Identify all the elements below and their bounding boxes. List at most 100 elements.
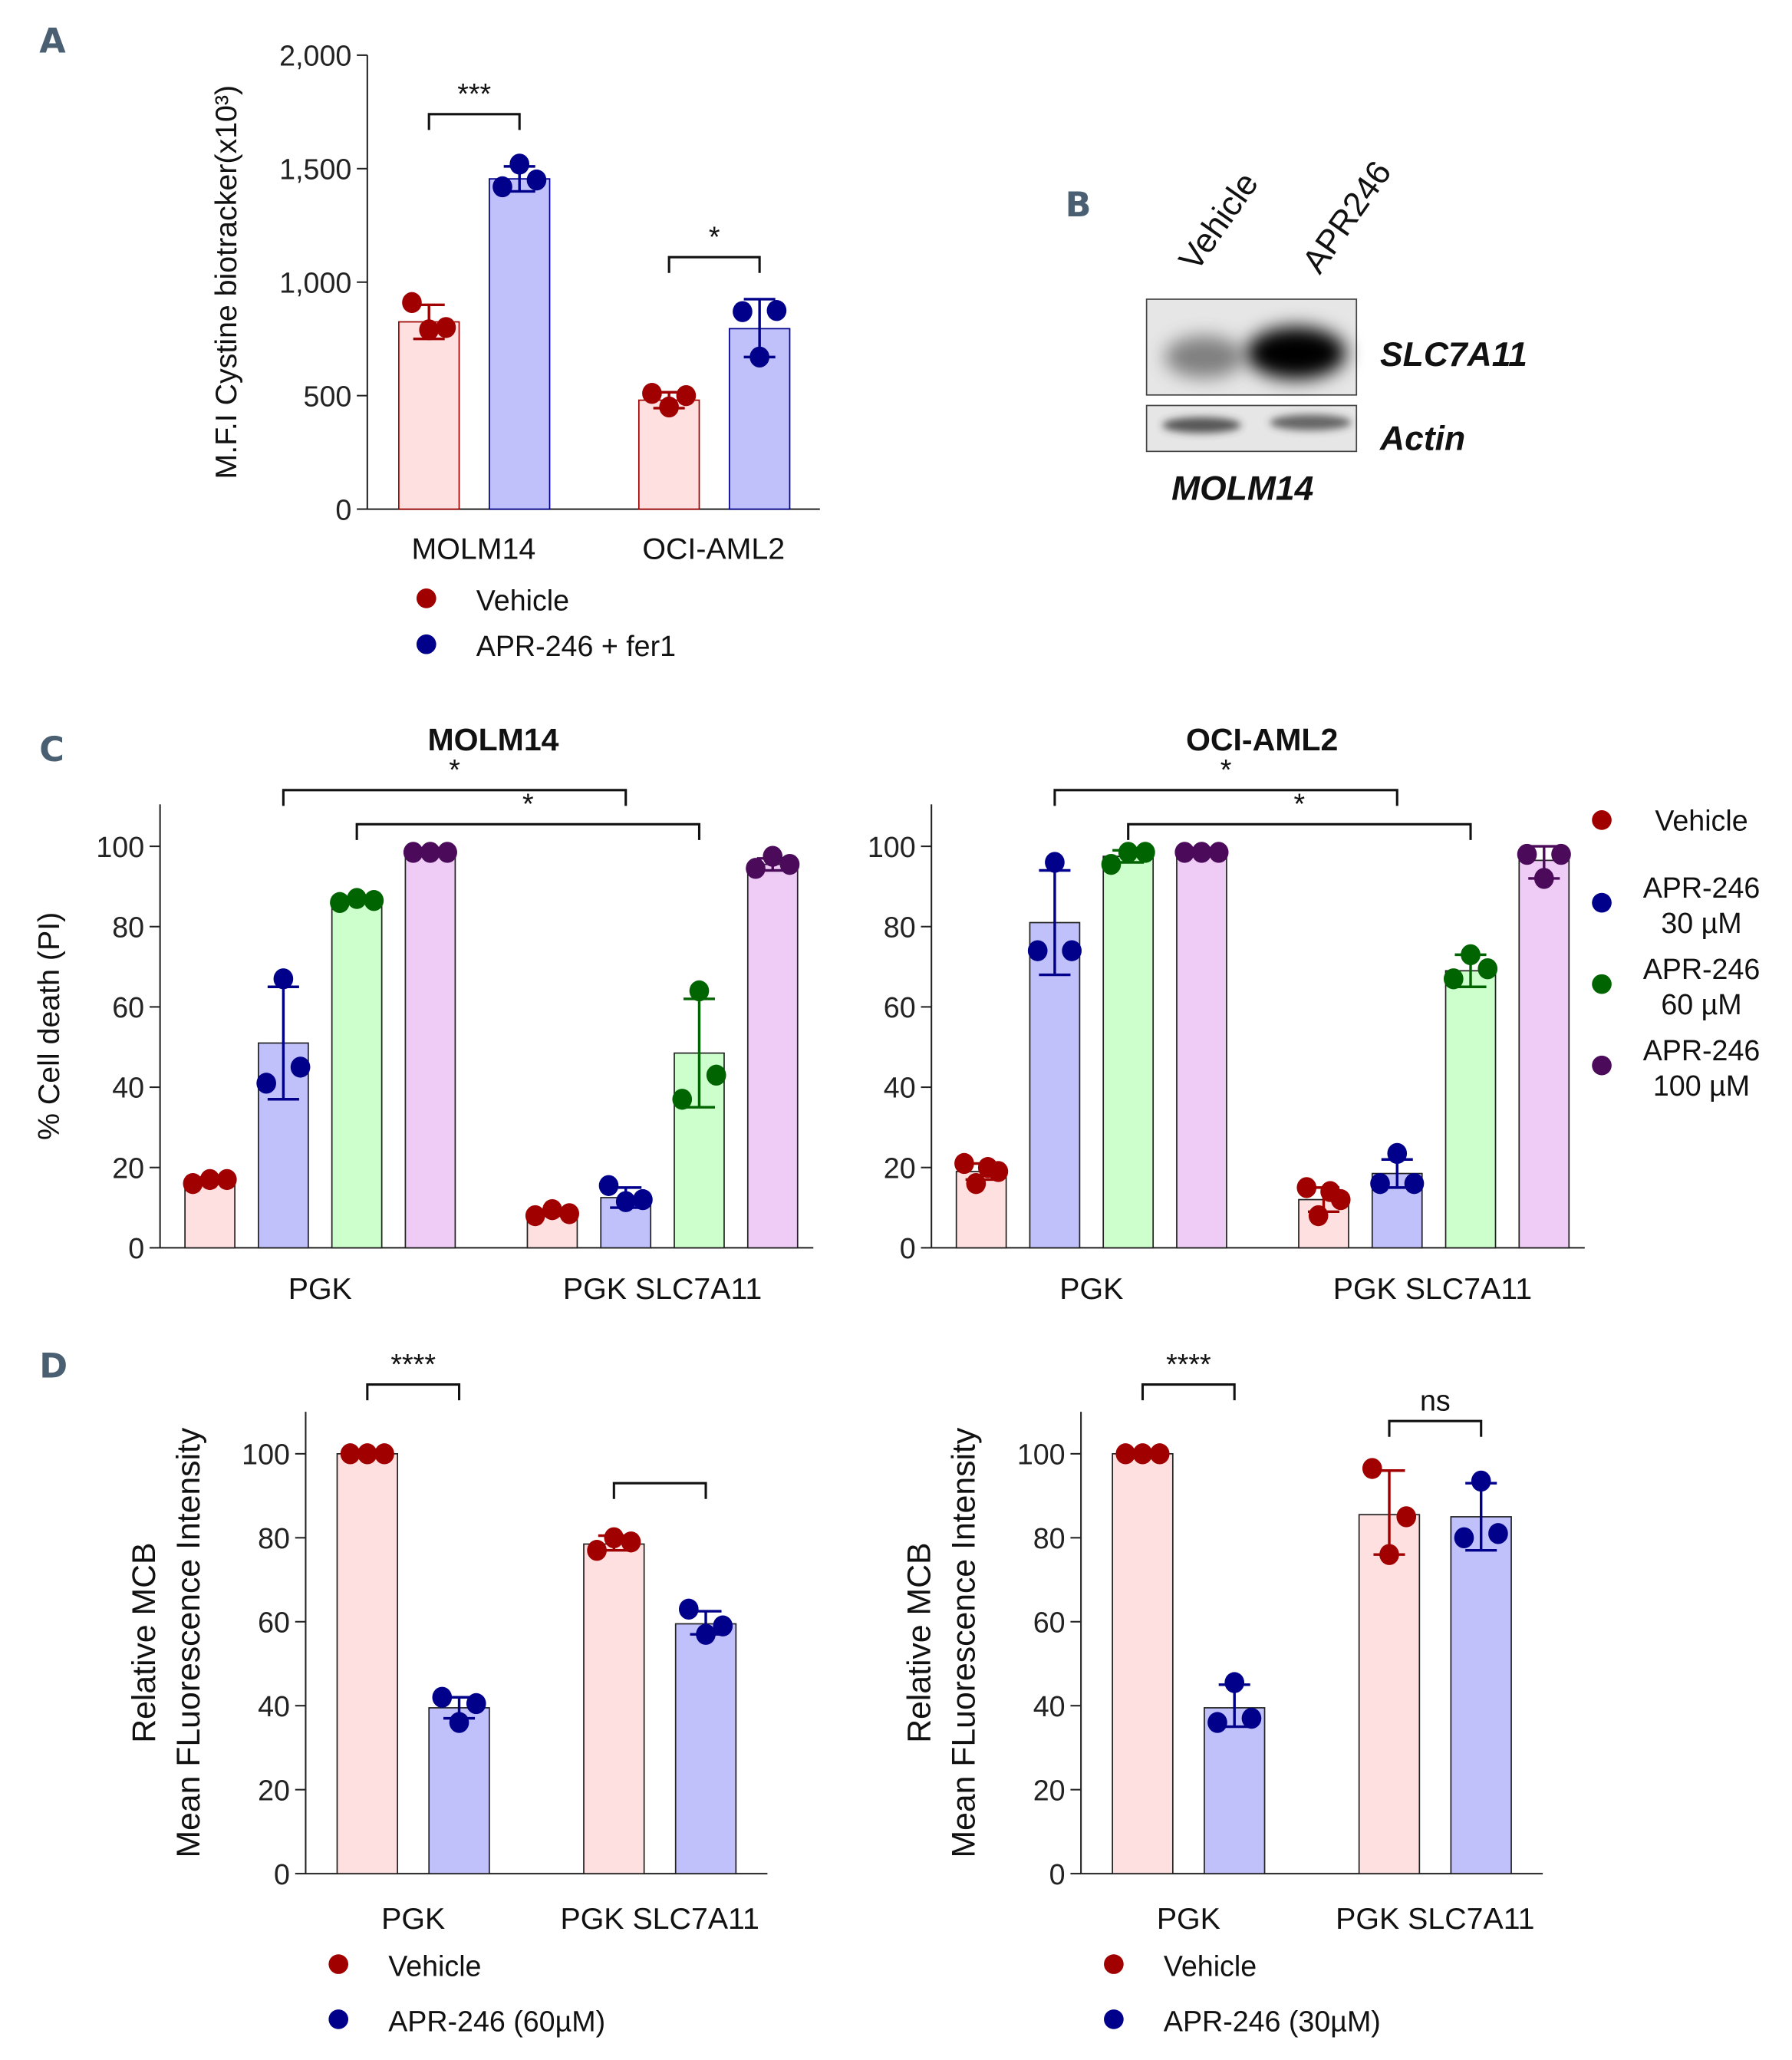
legend-marker xyxy=(416,634,436,654)
y-tick-label: 20 xyxy=(112,1152,144,1184)
western-blot: Vehicle APR246 SLC7A11 Actin MOLM14 xyxy=(1145,154,1527,508)
data-point xyxy=(1517,843,1537,865)
data-point xyxy=(403,842,423,863)
data-point xyxy=(676,384,697,407)
data-point xyxy=(1191,842,1212,863)
y-tick-label: 20 xyxy=(258,1774,290,1806)
legend-label: APR-246 + fer1 xyxy=(476,630,676,662)
data-point xyxy=(374,1443,394,1465)
y-tick-label: 40 xyxy=(258,1690,290,1722)
data-point xyxy=(1132,1443,1153,1465)
y-tick-label: 100 xyxy=(96,831,144,863)
data-point xyxy=(1370,1172,1390,1195)
data-point xyxy=(1471,1470,1491,1492)
data-point xyxy=(256,1073,276,1094)
data-point xyxy=(1396,1506,1417,1528)
data-point xyxy=(1488,1523,1508,1544)
data-point xyxy=(598,1175,619,1196)
chart-a: 0 500 1,000 1,500 2,000 MOLM14 OCI-AML2 M.F.I C… xyxy=(209,40,820,662)
data-point xyxy=(966,1172,987,1195)
data-point xyxy=(766,300,787,321)
data-point xyxy=(749,346,769,368)
y-tick-label: 80 xyxy=(258,1522,290,1554)
significance-label: *** xyxy=(457,77,491,110)
data-point xyxy=(633,1188,653,1211)
data-point xyxy=(1115,1443,1136,1465)
significance-label: * xyxy=(1220,753,1232,786)
legend-label-line: Vehicle xyxy=(1655,805,1748,837)
data-point xyxy=(420,842,440,863)
bar-apr100-1 xyxy=(746,863,799,1249)
y-tick-label: 100 xyxy=(1017,1439,1066,1471)
data-point xyxy=(1296,1177,1317,1198)
y-tick-label: 0 xyxy=(128,1232,144,1264)
data-point xyxy=(659,396,679,418)
legend-label: Vehicle xyxy=(1164,1950,1257,1982)
y-axis-label-line1: Relative MCB xyxy=(901,1542,937,1742)
legend-marker xyxy=(1592,974,1612,994)
data-point xyxy=(217,1168,237,1191)
y-axis-label-line2: Mean FLuorescence Intensity xyxy=(170,1427,207,1857)
data-point xyxy=(642,383,662,404)
data-point xyxy=(1330,1188,1351,1211)
y-tick-label: 80 xyxy=(1033,1522,1066,1554)
data-point xyxy=(437,842,457,863)
data-point xyxy=(1208,842,1229,863)
panel-label-d: D xyxy=(39,1347,68,1386)
data-point xyxy=(436,317,456,338)
data-point xyxy=(432,1686,453,1708)
bar-vehicle-0 xyxy=(336,1453,399,1874)
data-point xyxy=(347,888,367,909)
legend-label: Vehicle xyxy=(1655,805,1748,837)
band-actin-vehicle xyxy=(1162,417,1241,433)
data-point xyxy=(1454,1527,1474,1548)
legend-label: APR-246 (30µM) xyxy=(1164,2005,1381,2037)
y-tick-label: 0 xyxy=(335,493,351,526)
legend-label: APR-246 100 µM xyxy=(1643,1034,1761,1102)
y-tick-label: 100 xyxy=(242,1439,290,1471)
data-point xyxy=(183,1172,203,1195)
data-point xyxy=(604,1527,624,1548)
significance-label: * xyxy=(709,221,720,253)
legend-label-line: APR-246 xyxy=(1643,872,1761,904)
significance-bracket xyxy=(667,255,761,273)
data-point xyxy=(273,968,294,990)
data-point xyxy=(1149,1443,1170,1465)
y-tick-label: 80 xyxy=(884,911,916,943)
data-point xyxy=(689,980,710,1002)
bar-vehicle-1 xyxy=(583,1543,645,1874)
y-tick-label: 60 xyxy=(258,1606,290,1638)
significance-bracket xyxy=(1388,1419,1483,1437)
y-tick-label: 60 xyxy=(1033,1606,1066,1638)
significance-label: ns xyxy=(1420,1384,1451,1416)
data-point xyxy=(1027,940,1048,961)
y-tick-label: 0 xyxy=(900,1232,916,1264)
data-point xyxy=(1477,958,1498,980)
band-slc7a11-vehicle xyxy=(1164,335,1244,378)
data-point xyxy=(706,1064,726,1086)
data-point xyxy=(290,1056,311,1078)
x-category-label: PGK SLC7A11 xyxy=(560,1902,759,1936)
data-point xyxy=(1387,1142,1408,1165)
y-tick-label: 40 xyxy=(884,1072,916,1104)
data-point xyxy=(954,1152,974,1175)
data-point xyxy=(419,319,440,341)
data-point xyxy=(357,1443,377,1465)
significance-bracket xyxy=(366,1383,461,1401)
y-axis-label-line2: Mean FLuorescence Intensity xyxy=(946,1427,983,1857)
x-category-label: PGK SLC7A11 xyxy=(1333,1272,1532,1306)
bar-apr60-0 xyxy=(331,899,383,1249)
bar-apr100-1 xyxy=(1518,859,1570,1249)
band-slc7a11-apr246 xyxy=(1246,326,1346,380)
y-tick-label: 20 xyxy=(1033,1774,1066,1806)
bar-apr60-0 xyxy=(1102,855,1155,1249)
chart-title: MOLM14 xyxy=(428,722,559,757)
y-tick-label: 60 xyxy=(884,991,916,1023)
data-point xyxy=(542,1198,562,1221)
significance-bracket xyxy=(1053,789,1398,806)
bar-vehicle-0 xyxy=(1112,1453,1174,1874)
y-tick-label: 0 xyxy=(274,1858,290,1890)
bar-vehicle-1 xyxy=(1358,1514,1421,1874)
data-point xyxy=(340,1443,361,1465)
